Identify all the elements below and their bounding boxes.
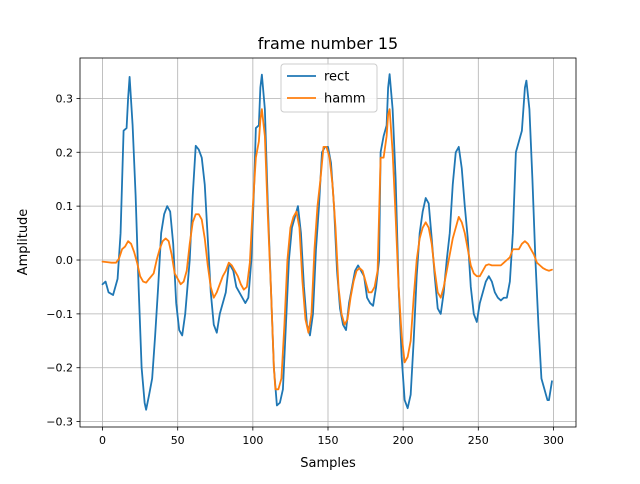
x-tick-label: 50: [171, 434, 185, 447]
y-tick-label: −0.1: [46, 308, 73, 321]
x-tick-label: 0: [99, 434, 106, 447]
x-tick-label: 200: [393, 434, 414, 447]
x-tick-label: 100: [242, 434, 263, 447]
gridlines: [80, 58, 576, 427]
y-axis-label: Amplitude: [16, 209, 31, 276]
y-tick-label: 0.3: [56, 92, 74, 105]
y-tick-label: 0.1: [56, 200, 74, 213]
x-tick-label: 150: [318, 434, 339, 447]
x-axis-label: Samples: [300, 456, 356, 471]
y-tick-label: −0.2: [46, 362, 73, 375]
y-tick-label: 0.2: [56, 146, 74, 159]
series-line-hamm: [101, 108, 553, 391]
legend-label-hamm: hamm: [324, 92, 366, 107]
x-tick-label: 250: [468, 434, 489, 447]
series-lines: [101, 73, 553, 411]
y-axis-ticks: −0.3 −0.2 −0.1 0.0 0.1 0.2 0.3: [46, 92, 80, 429]
y-tick-label: −0.3: [46, 416, 73, 429]
chart-title: frame number 15: [258, 34, 398, 53]
y-tick-label: 0.0: [56, 254, 74, 267]
legend: rect hamm: [280, 63, 378, 113]
series-line-rect: [101, 73, 553, 411]
x-axis-ticks: 0 50 100 150 200 250 300: [99, 427, 564, 447]
x-tick-label: 300: [543, 434, 564, 447]
legend-label-rect: rect: [324, 70, 349, 85]
